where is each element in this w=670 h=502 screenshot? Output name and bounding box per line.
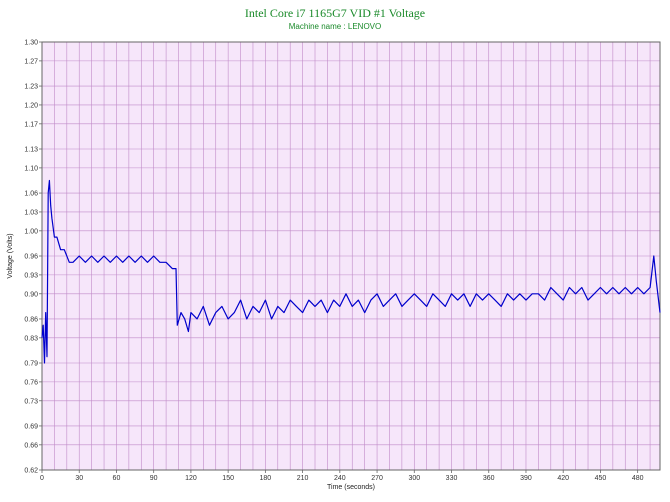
x-tick-label: 60: [113, 475, 121, 482]
x-tick-label: 360: [483, 475, 495, 482]
x-tick-label: 90: [150, 475, 158, 482]
y-tick-label: 0.93: [24, 272, 38, 279]
y-tick-label: 1.20: [24, 102, 38, 109]
y-tick-label: 0.76: [24, 379, 38, 386]
y-axis-label: Voltage (Volts): [7, 233, 14, 278]
x-tick-label: 30: [75, 475, 83, 482]
y-tick-label: 0.86: [24, 316, 38, 323]
y-tick-label: 1.23: [24, 84, 38, 91]
x-tick-label: 420: [557, 475, 569, 482]
x-tick-label: 300: [408, 475, 420, 482]
y-tick-label: 0.73: [24, 398, 38, 405]
y-tick-label: 0.66: [24, 442, 38, 449]
x-tick-label: 450: [595, 475, 607, 482]
y-tick-label: 1.00: [24, 228, 38, 235]
chart-title: Intel Core i7 1165G7 VID #1 Voltage: [244, 6, 426, 20]
y-tick-label: 1.27: [24, 58, 38, 65]
y-tick-label: 1.17: [24, 121, 38, 128]
x-tick-label: 0: [40, 475, 44, 482]
y-tick-label: 0.62: [24, 468, 38, 475]
chart-subtitle: Machine name : LENOVO: [288, 22, 382, 31]
y-tick-label: 1.03: [24, 209, 38, 216]
y-tick-label: 1.30: [24, 40, 38, 47]
y-tick-label: 0.69: [24, 423, 38, 430]
x-tick-label: 120: [185, 475, 197, 482]
y-tick-label: 0.79: [24, 361, 38, 368]
x-tick-label: 480: [632, 475, 644, 482]
x-tick-label: 210: [297, 475, 309, 482]
series-line: [41, 179, 661, 364]
x-tick-label: 390: [520, 475, 532, 482]
y-tick-label: 0.90: [24, 291, 38, 298]
y-tick-label: 0.83: [24, 335, 38, 342]
x-tick-label: 330: [446, 475, 458, 482]
y-tick-label: 1.10: [24, 165, 38, 172]
x-tick-label: 240: [334, 475, 346, 482]
x-tick-label: 150: [222, 475, 234, 482]
y-tick-label: 1.13: [24, 147, 38, 154]
x-tick-label: 270: [371, 475, 383, 482]
x-tick-label: 180: [260, 475, 272, 482]
y-tick-label: 0.96: [24, 254, 38, 261]
y-tick-label: 1.06: [24, 191, 38, 198]
x-axis-label: Time (seconds): [327, 484, 375, 491]
